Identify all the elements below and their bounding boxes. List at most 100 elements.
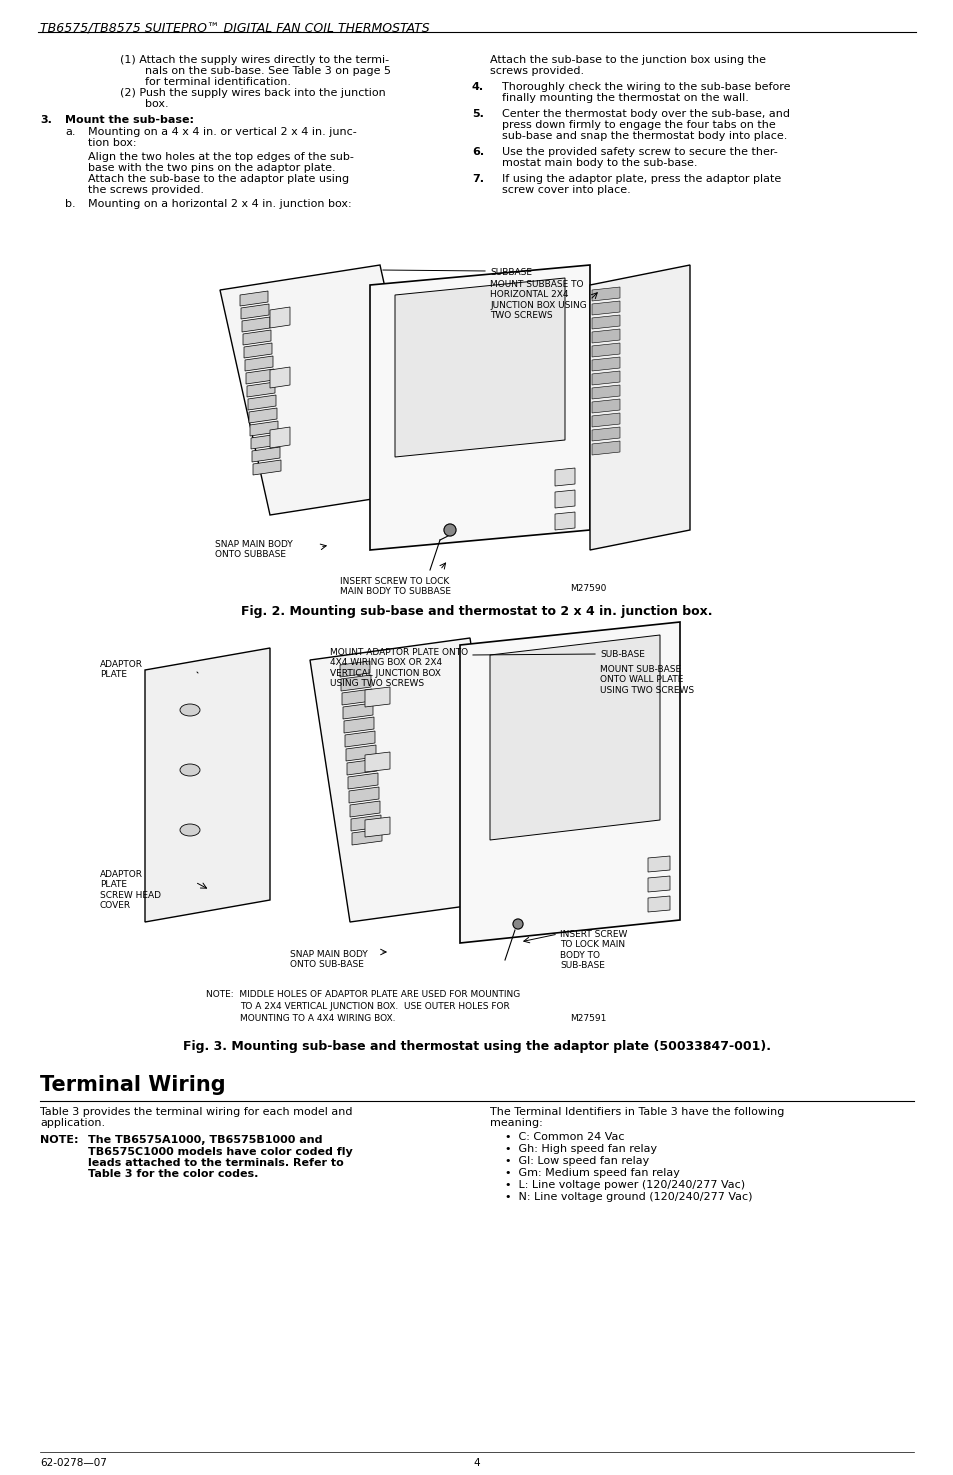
Polygon shape — [592, 288, 619, 301]
Text: ADAPTOR
PLATE
SCREW HEAD
COVER: ADAPTOR PLATE SCREW HEAD COVER — [100, 870, 161, 910]
Text: Align the two holes at the top edges of the sub-: Align the two holes at the top edges of … — [88, 152, 354, 162]
Circle shape — [513, 919, 522, 929]
Polygon shape — [343, 704, 373, 718]
Polygon shape — [341, 689, 372, 705]
Text: screws provided.: screws provided. — [490, 66, 583, 77]
Text: for terminal identification.: for terminal identification. — [145, 77, 291, 87]
Polygon shape — [344, 717, 374, 733]
Text: sub-base and snap the thermostat body into place.: sub-base and snap the thermostat body in… — [501, 131, 786, 142]
Text: 6.: 6. — [472, 148, 483, 156]
Polygon shape — [244, 344, 272, 358]
Text: •  L: Line voltage power (120/240/277 Vac): • L: Line voltage power (120/240/277 Vac… — [504, 1180, 744, 1190]
Ellipse shape — [180, 704, 200, 715]
Polygon shape — [145, 648, 270, 922]
Text: SUBBASE: SUBBASE — [490, 268, 532, 277]
Text: NOTE:: NOTE: — [40, 1134, 78, 1145]
Text: •  Gm: Medium speed fan relay: • Gm: Medium speed fan relay — [504, 1168, 679, 1179]
Text: 3.: 3. — [40, 115, 51, 125]
Text: 4: 4 — [474, 1457, 479, 1468]
Polygon shape — [589, 266, 689, 550]
Text: Attach the sub-base to the junction box using the: Attach the sub-base to the junction box … — [490, 55, 765, 65]
Text: INSERT SCREW
TO LOCK MAIN
BODY TO
SUB-BASE: INSERT SCREW TO LOCK MAIN BODY TO SUB-BA… — [559, 931, 627, 971]
Text: The TB6575A1000, TB6575B1000 and: The TB6575A1000, TB6575B1000 and — [88, 1134, 322, 1145]
Polygon shape — [365, 687, 390, 707]
Text: SNAP MAIN BODY
ONTO SUBBASE: SNAP MAIN BODY ONTO SUBBASE — [214, 540, 293, 559]
Text: tion box:: tion box: — [88, 139, 136, 148]
Text: screw cover into place.: screw cover into place. — [501, 184, 630, 195]
Text: MOUNTING TO A 4X4 WIRING BOX.: MOUNTING TO A 4X4 WIRING BOX. — [240, 1013, 395, 1024]
Polygon shape — [490, 636, 659, 839]
Polygon shape — [347, 760, 376, 774]
Text: nals on the sub-base. See Table 3 on page 5: nals on the sub-base. See Table 3 on pag… — [145, 66, 391, 77]
Text: INSERT SCREW TO LOCK
MAIN BODY TO SUBBASE: INSERT SCREW TO LOCK MAIN BODY TO SUBBAS… — [339, 577, 451, 596]
Polygon shape — [592, 413, 619, 426]
Polygon shape — [647, 876, 669, 892]
Text: application.: application. — [40, 1118, 105, 1128]
Text: Center the thermostat body over the sub-base, and: Center the thermostat body over the sub-… — [501, 109, 789, 119]
Text: Mounting on a horizontal 2 x 4 in. junction box:: Mounting on a horizontal 2 x 4 in. junct… — [88, 199, 352, 209]
Polygon shape — [647, 855, 669, 872]
Polygon shape — [647, 895, 669, 912]
Text: 5.: 5. — [472, 109, 483, 119]
Polygon shape — [246, 369, 274, 384]
Polygon shape — [247, 382, 274, 397]
Text: 4.: 4. — [472, 83, 483, 91]
Polygon shape — [270, 367, 290, 388]
Polygon shape — [365, 817, 390, 836]
Polygon shape — [395, 277, 564, 457]
Text: Mount the sub-base:: Mount the sub-base: — [65, 115, 193, 125]
Polygon shape — [310, 639, 510, 922]
Text: Mounting on a 4 x 4 in. or vertical 2 x 4 in. junc-: Mounting on a 4 x 4 in. or vertical 2 x … — [88, 127, 356, 137]
Polygon shape — [592, 344, 619, 357]
Text: TO A 2X4 VERTICAL JUNCTION BOX.  USE OUTER HOLES FOR: TO A 2X4 VERTICAL JUNCTION BOX. USE OUTE… — [240, 1002, 509, 1010]
Text: MOUNT SUB-BASE
ONTO WALL PLATE
USING TWO SCREWS: MOUNT SUB-BASE ONTO WALL PLATE USING TWO… — [599, 665, 694, 695]
Polygon shape — [251, 434, 278, 448]
Text: Thoroughly check the wiring to the sub-base before: Thoroughly check the wiring to the sub-b… — [501, 83, 790, 91]
Polygon shape — [370, 266, 589, 550]
Polygon shape — [592, 329, 619, 344]
Text: •  Gl: Low speed fan relay: • Gl: Low speed fan relay — [504, 1156, 649, 1167]
Text: Use the provided safety screw to secure the ther-: Use the provided safety screw to secure … — [501, 148, 777, 156]
Text: (2) Push the supply wires back into the junction: (2) Push the supply wires back into the … — [120, 88, 385, 97]
Polygon shape — [592, 441, 619, 454]
Text: If using the adaptor plate, press the adaptor plate: If using the adaptor plate, press the ad… — [501, 174, 781, 184]
Text: ADAPTOR
PLATE: ADAPTOR PLATE — [100, 659, 143, 680]
Polygon shape — [242, 317, 270, 332]
Polygon shape — [249, 409, 276, 423]
Text: leads attached to the terminals. Refer to: leads attached to the terminals. Refer t… — [88, 1158, 343, 1168]
Polygon shape — [352, 829, 381, 845]
Polygon shape — [350, 801, 379, 817]
Text: •  N: Line voltage ground (120/240/277 Vac): • N: Line voltage ground (120/240/277 Va… — [504, 1192, 752, 1202]
Polygon shape — [243, 330, 271, 345]
Text: TB6575/TB8575 SUITEPRO™ DIGITAL FAN COIL THERMOSTATS: TB6575/TB8575 SUITEPRO™ DIGITAL FAN COIL… — [40, 22, 429, 35]
Polygon shape — [459, 622, 679, 943]
Polygon shape — [220, 266, 430, 515]
Text: Terminal Wiring: Terminal Wiring — [40, 1075, 226, 1094]
Polygon shape — [555, 490, 575, 507]
Polygon shape — [351, 816, 380, 830]
Ellipse shape — [180, 764, 200, 776]
Polygon shape — [592, 372, 619, 385]
Polygon shape — [592, 316, 619, 329]
Text: the screws provided.: the screws provided. — [88, 184, 204, 195]
Text: Table 3 for the color codes.: Table 3 for the color codes. — [88, 1170, 258, 1179]
Text: (1) Attach the supply wires directly to the termi-: (1) Attach the supply wires directly to … — [120, 55, 389, 65]
Polygon shape — [592, 357, 619, 372]
Text: base with the two pins on the adaptor plate.: base with the two pins on the adaptor pl… — [88, 164, 335, 173]
Text: •  Gh: High speed fan relay: • Gh: High speed fan relay — [504, 1145, 657, 1153]
Polygon shape — [340, 676, 371, 690]
Text: M27591: M27591 — [569, 1013, 606, 1024]
Text: The Terminal Identifiers in Table 3 have the following: The Terminal Identifiers in Table 3 have… — [490, 1108, 783, 1117]
Polygon shape — [592, 426, 619, 441]
Polygon shape — [241, 304, 269, 319]
Text: 62-0278—07: 62-0278—07 — [40, 1457, 107, 1468]
Text: b.: b. — [65, 199, 75, 209]
Polygon shape — [555, 512, 575, 530]
Text: MOUNT ADAPTOR PLATE ONTO
4X4 WIRING BOX OR 2X4
VERTICAL JUNCTION BOX
USING TWO S: MOUNT ADAPTOR PLATE ONTO 4X4 WIRING BOX … — [330, 648, 468, 689]
Text: box.: box. — [145, 99, 169, 109]
Polygon shape — [252, 447, 280, 462]
Polygon shape — [339, 661, 370, 677]
Polygon shape — [345, 732, 375, 746]
Ellipse shape — [180, 825, 200, 836]
Polygon shape — [253, 460, 281, 475]
